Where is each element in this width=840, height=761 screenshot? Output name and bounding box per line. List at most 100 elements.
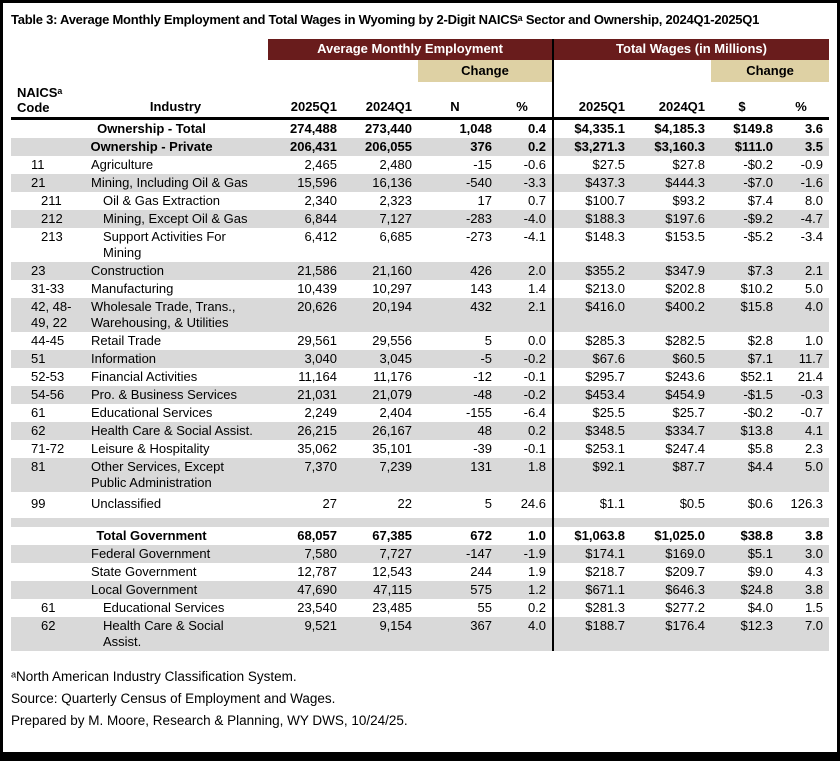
footnote-source: Source: Quarterly Census of Employment a… — [11, 691, 336, 706]
table-row: 61 Educational Services 2,249 2,404 -155 -6.4… — [11, 404, 829, 422]
cell-wage-change-dollar: $4.4 — [711, 458, 780, 492]
cell-industry: Educational Services — [103, 600, 225, 615]
col-header-wage-change-dollar: $ — [711, 82, 780, 120]
cell-emp-change-pct: 1.8 — [498, 458, 554, 492]
cell-emp-2025q1: 21,031 — [268, 386, 343, 404]
cell-wage-change-pct: -0.3 — [779, 386, 830, 404]
cell-emp-2024q1: 2,404 — [379, 405, 412, 420]
cell-emp-change-n: -48 — [418, 386, 498, 404]
table-row: 44-45 Retail Trade 29,561 29,556 5 0.0 $285.3 $… — [11, 332, 829, 350]
cell-wage-2025q1: $437.3 — [552, 174, 632, 192]
cell-wage-2025q1: $253.1 — [552, 440, 632, 458]
cell-naics-code — [11, 545, 89, 563]
cell-emp-2024q1: 21,079 — [343, 386, 418, 404]
cell-wage-2024q1: $153.5 — [665, 229, 706, 244]
cell-wage-change-pct: 3.0 — [779, 545, 830, 563]
cell-industry: Construction — [89, 262, 268, 280]
cell-emp-change-pct: -0.6 — [523, 157, 547, 172]
cell-emp-change-pct: 0.4 — [527, 121, 547, 136]
cell-industry: Oil & Gas Extraction — [103, 193, 221, 208]
col-header-industry: Industry — [89, 82, 268, 120]
cell-wage-change-dollar: -$0.2 — [743, 157, 774, 172]
cell-emp-change-pct: 24.6 — [520, 496, 547, 511]
table-row: Ownership - Private 206,431 206,055 376 0.2 $… — [11, 138, 830, 156]
cell-emp-change-pct: 0.0 — [527, 333, 547, 348]
cell-wage-2025q1: $188.7 — [552, 617, 632, 651]
cell-emp-change-n: 244 — [470, 564, 492, 579]
cell-naics-code: 31-33 — [31, 281, 65, 296]
cell-industry: Federal Government — [89, 545, 268, 563]
cell-wage-2025q1: $218.7 — [552, 563, 632, 581]
cell-emp-change-pct: -0.1 — [523, 369, 547, 384]
cell-wage-2024q1: $454.9 — [631, 386, 712, 404]
cell-wage-change-pct: -3.4 — [800, 229, 824, 244]
cell-wage-change-dollar: $4.0 — [747, 600, 774, 615]
cell-wage-change-dollar: $38.8 — [740, 528, 774, 543]
cell-industry: Other Services, Except Public Administra… — [89, 458, 268, 492]
cell-emp-change-n: -540 — [418, 174, 498, 192]
cell-industry: Pro. & Business Services — [89, 386, 268, 404]
cell-wage-2025q1: $416.0 — [552, 298, 632, 332]
cell-emp-change-pct: 0.2 — [498, 422, 554, 440]
cell-emp-2024q1: 7,239 — [343, 458, 418, 492]
cell-emp-2024q1: 3,045 — [343, 350, 418, 368]
cell-naics-code: 81 — [11, 458, 89, 492]
cell-emp-change-n: -283 — [418, 210, 498, 228]
cell-wage-2025q1: $100.7 — [552, 192, 632, 210]
cell-wage-2025q1: $355.2 — [552, 262, 632, 280]
cell-wage-change-pct: 3.8 — [804, 528, 824, 543]
cell-wage-change-dollar: -$0.2 — [743, 405, 774, 420]
cell-wage-2025q1: $188.3 — [552, 210, 632, 228]
cell-wage-2024q1: $25.7 — [672, 405, 706, 420]
table-row: 31-33 Manufacturing 10,439 10,297 143 1.4 $213… — [11, 280, 829, 298]
cell-emp-change-n: 17 — [477, 193, 492, 208]
cell-wage-2024q1: $3,160.3 — [631, 138, 712, 156]
cell-emp-change-n: 672 — [470, 528, 492, 543]
cell-naics-code: 213 — [41, 229, 63, 244]
cell-wage-2024q1: $27.8 — [672, 157, 706, 172]
spacer-row — [11, 518, 830, 527]
cell-naics-code: 44-45 — [31, 333, 65, 348]
cell-emp-change-pct: -0.2 — [498, 350, 554, 368]
cell-wage-change-pct: 1.0 — [804, 333, 824, 348]
cell-industry: Information — [89, 350, 268, 368]
cell-naics-code: 21 — [11, 174, 89, 192]
cell-wage-change-pct: 4.0 — [779, 298, 830, 332]
cell-wage-2024q1: $277.2 — [665, 600, 706, 615]
table-body: Ownership - Total 274,488 273,440 1,048 0.4 $… — [11, 118, 830, 651]
cell-industry: Local Government — [89, 581, 268, 599]
cell-wage-2025q1: $295.7 — [552, 368, 632, 386]
table-row: 81 Other Services, Except Public Administ… — [11, 458, 830, 492]
cell-wage-2025q1: $671.1 — [552, 581, 632, 599]
cell-emp-change-pct: 0.2 — [527, 600, 547, 615]
table-row: Federal Government 7,580 7,727 -147 -1.9 $174… — [11, 545, 830, 563]
cell-emp-2024q1: 23,485 — [372, 600, 412, 615]
cell-naics-code: 61 — [41, 600, 56, 615]
cell-naics-code: 11 — [31, 157, 45, 172]
cell-wage-2024q1: $646.3 — [631, 581, 712, 599]
cell-emp-change-pct: 0.2 — [498, 138, 554, 156]
cell-wage-change-pct: 126.3 — [790, 496, 824, 511]
cell-emp-2025q1: 2,249 — [304, 405, 337, 420]
cell-wage-change-dollar: $10.2 — [740, 281, 774, 296]
cell-wage-change-dollar: $9.0 — [747, 564, 774, 579]
cell-emp-2025q1: 27 — [322, 496, 337, 511]
table-row: 11 Agriculture 2,465 2,480 -15 -0.6 $27.5 $27.8… — [11, 156, 829, 174]
cell-emp-2024q1: 26,167 — [343, 422, 418, 440]
cell-emp-2025q1: 10,439 — [297, 281, 337, 296]
cell-wage-2025q1: $453.4 — [552, 386, 632, 404]
cell-industry: Educational Services — [91, 405, 213, 420]
group-header-spacer — [11, 39, 268, 60]
change-spacer-wages — [552, 60, 712, 82]
cell-wage-change-pct: 21.4 — [797, 369, 824, 384]
cell-wage-change-pct: -1.6 — [779, 174, 830, 192]
cell-wage-2025q1: $281.3 — [552, 599, 632, 617]
cell-wage-change-pct: 4.1 — [779, 422, 830, 440]
cell-emp-change-n: -12 — [473, 369, 492, 384]
cell-wage-change-pct: 4.3 — [804, 564, 824, 579]
cell-emp-2024q1: 47,115 — [343, 581, 418, 599]
footnotes: ᵃNorth American Industry Classification … — [11, 666, 408, 732]
cell-wage-change-dollar: $52.1 — [740, 369, 774, 384]
cell-wage-2024q1: $169.0 — [631, 545, 712, 563]
cell-wage-2024q1: $1,025.0 — [654, 528, 706, 543]
